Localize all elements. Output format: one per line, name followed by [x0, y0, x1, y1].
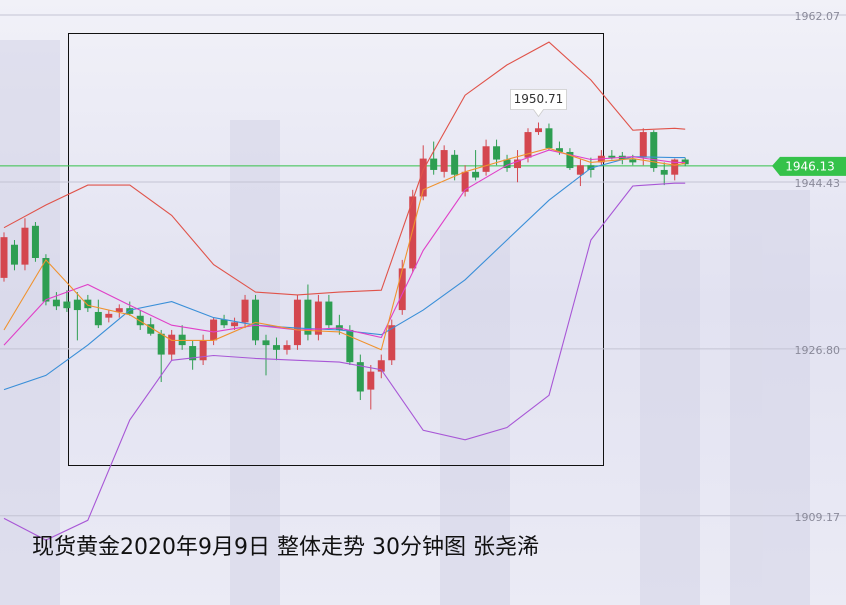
- candle-body: [671, 159, 679, 175]
- candle-body: [252, 299, 260, 341]
- y-tick-label: 1926.80: [795, 344, 841, 357]
- candle-body: [409, 196, 417, 269]
- candle-body: [524, 132, 532, 158]
- high-annotation: 1950.71: [510, 89, 567, 118]
- candle-body: [272, 345, 280, 350]
- candle-body: [472, 171, 480, 178]
- price-tag-shape: [772, 156, 846, 176]
- candle-body: [451, 154, 459, 175]
- candle-body: [42, 258, 50, 302]
- candle-body: [482, 146, 490, 172]
- candle-body: [503, 159, 511, 169]
- candle-body: [514, 159, 522, 169]
- candle-body: [73, 299, 81, 311]
- candle-body: [356, 362, 364, 392]
- candle-body: [31, 225, 39, 259]
- candle-body: [241, 299, 249, 323]
- candle-body: [0, 237, 8, 278]
- candle-body: [210, 319, 218, 341]
- candle-body: [314, 301, 322, 335]
- candle-body: [220, 319, 228, 326]
- background-buildings: [0, 40, 810, 605]
- candle-body: [608, 155, 616, 158]
- overlay-line: [3, 149, 686, 346]
- candle-body: [147, 324, 155, 334]
- y-tick-label: 1944.43: [795, 177, 841, 190]
- candle-body: [419, 158, 427, 197]
- chart-title: 现货黄金2020年9月9日 整体走势 30分钟图 张尧浠: [32, 535, 539, 560]
- overlay-line: [3, 41, 686, 296]
- candle-body: [105, 313, 113, 318]
- candle-body: [377, 360, 385, 372]
- candle-body: [493, 146, 501, 160]
- candle-body: [629, 159, 637, 163]
- candle-body: [430, 158, 438, 170]
- candle-body: [168, 334, 176, 355]
- candle-body: [566, 151, 574, 169]
- candle-body: [52, 299, 60, 307]
- candle-body: [639, 132, 647, 158]
- candle-body: [94, 311, 102, 326]
- candle-body: [545, 128, 553, 149]
- candle-body: [440, 150, 448, 172]
- candle-body: [660, 169, 668, 175]
- candle-body: [63, 301, 71, 309]
- candle-body: [576, 165, 584, 175]
- current-price-tag: 1946.13: [772, 156, 846, 176]
- candle-body: [325, 301, 333, 326]
- y-tick-label: 1909.17: [795, 511, 841, 524]
- candle-body: [650, 132, 658, 169]
- candle-body: [398, 268, 406, 311]
- y-tick-label: 1962.07: [795, 10, 841, 23]
- candle-body: [283, 345, 291, 350]
- price-tag-label: 1946.13: [785, 159, 835, 173]
- candle-body: [231, 322, 239, 327]
- candle-body: [346, 329, 354, 363]
- candle-body: [367, 371, 375, 390]
- candle-body: [388, 325, 396, 361]
- candle-body: [304, 299, 312, 335]
- candle-body: [199, 340, 207, 361]
- overlay-line: [3, 182, 686, 541]
- candle-body: [21, 227, 29, 265]
- candle-body: [115, 308, 123, 312]
- candle-body: [293, 299, 301, 346]
- candle-body: [126, 308, 134, 314]
- candle-body: [534, 128, 542, 133]
- candle-body: [461, 171, 469, 192]
- highlight-box: [68, 33, 604, 466]
- candle-body: [555, 148, 563, 152]
- candle-body: [136, 315, 144, 326]
- annotation-label: 1950.71: [514, 92, 564, 106]
- candle-body: [189, 346, 197, 361]
- candle-body: [84, 299, 92, 309]
- candle-body: [10, 244, 18, 265]
- annotation-box: [510, 89, 567, 118]
- candle-body: [262, 340, 270, 346]
- overlay-line: [3, 147, 686, 351]
- candle-body: [157, 333, 165, 355]
